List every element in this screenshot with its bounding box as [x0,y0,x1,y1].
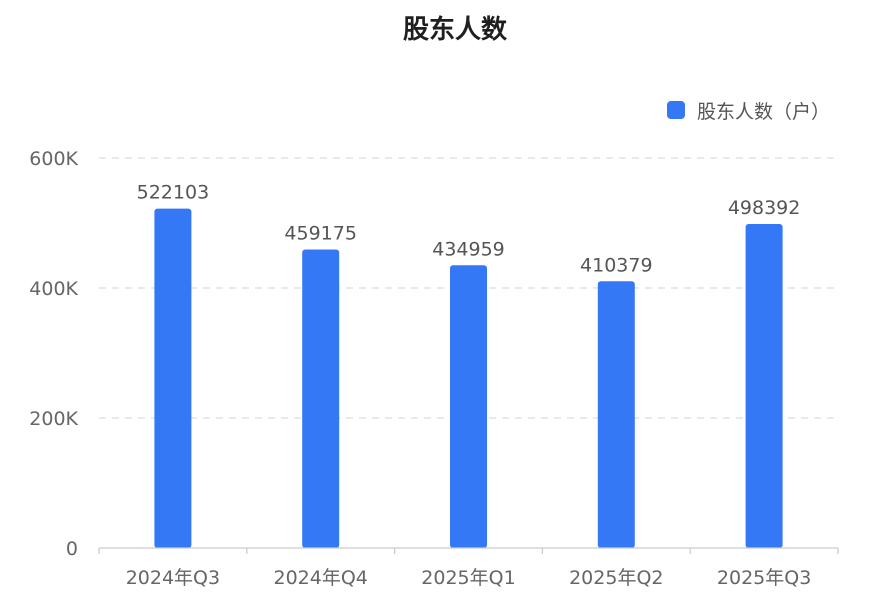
data-label: 498392 [728,197,801,219]
x-tick-label: 2024年Q3 [126,567,220,589]
y-tick-label: 0 [66,538,78,560]
x-axis: 2024年Q3 2024年Q4 2025年Q1 2025年Q2 2025年Q3 [98,547,839,589]
bar[interactable] [745,224,783,548]
data-label: 410379 [580,254,653,276]
data-labels: 522103 459175 434959 410379 498392 [137,182,801,277]
chart-title: 股东人数 [403,14,508,45]
x-tick-label: 2024年Q4 [273,567,367,589]
y-axis: 0 200K 400K 600K [29,148,78,560]
y-tick-label: 400K [29,278,78,300]
bar[interactable] [154,208,192,548]
legend-label: 股东人数（户） [697,101,830,123]
data-label: 434959 [432,238,505,260]
data-label: 459175 [284,223,357,245]
bar[interactable] [302,249,340,548]
y-tick-label: 600K [29,148,78,170]
legend[interactable]: 股东人数（户） [667,101,830,123]
bar[interactable] [597,281,635,548]
bar[interactable] [450,265,487,548]
y-tick-label: 200K [29,408,78,430]
x-tick-label: 2025年Q1 [421,567,515,589]
data-label: 522103 [137,182,210,204]
x-tick-label: 2025年Q3 [717,567,811,589]
x-tick-label: 2025年Q2 [569,567,663,589]
bars [154,208,783,548]
legend-swatch [667,101,685,119]
